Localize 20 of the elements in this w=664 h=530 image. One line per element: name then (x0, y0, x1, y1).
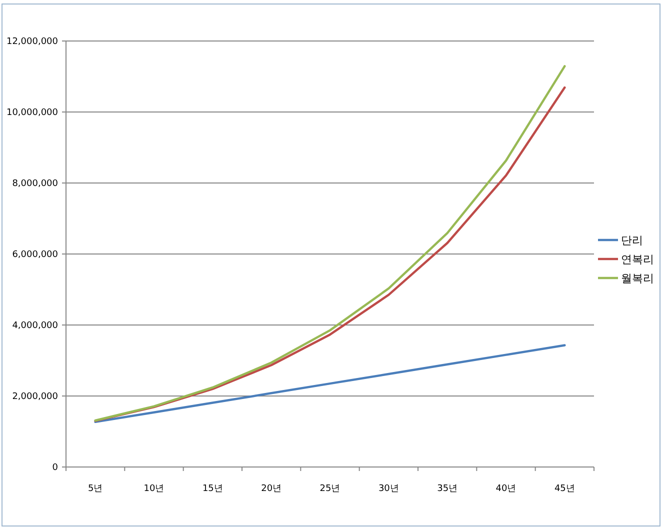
x-tick-label: 15년 (202, 484, 223, 494)
x-tick-label: 10년 (144, 484, 164, 494)
legend-label: 연복리 (621, 253, 654, 266)
x-tick-label: 45년 (554, 484, 575, 494)
y-tick-label: 8,000,000 (12, 179, 58, 189)
x-tick-label: 5년 (88, 484, 103, 494)
y-tick-label: 2,000,000 (12, 392, 58, 402)
y-tick-label: 6,000,000 (12, 250, 58, 260)
x-tick-label: 30년 (378, 484, 399, 494)
y-tick-label: 12,000,000 (6, 37, 58, 47)
x-tick-label: 40년 (496, 484, 516, 494)
y-tick-label: 0 (52, 463, 58, 473)
y-tick-label: 10,000,000 (6, 108, 58, 118)
x-tick-label: 25년 (320, 484, 340, 494)
legend-label: 단리 (621, 234, 643, 247)
legend-label: 월복리 (621, 272, 654, 285)
x-tick-label: 35년 (437, 484, 458, 494)
line-series (94, 344, 566, 424)
y-tick-label: 4,000,000 (12, 321, 58, 331)
x-tick-label: 20년 (261, 484, 282, 494)
